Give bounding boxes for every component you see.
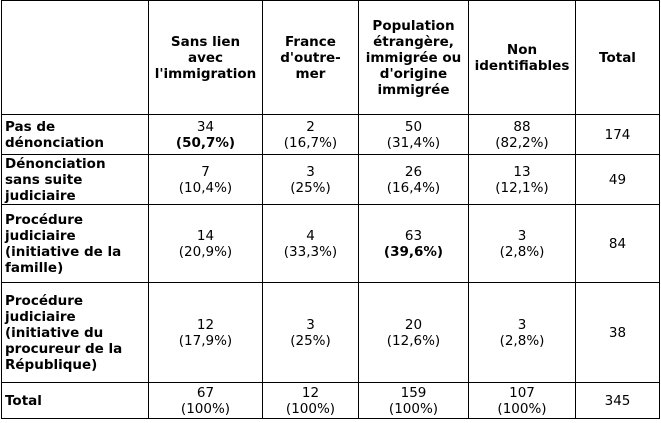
table-cell: 34 (50,7%) [148, 114, 263, 155]
table-cell: 159 (100%) [358, 382, 469, 419]
cell-percent: (33,3%) [283, 243, 338, 260]
table-cell: 3 (25%) [262, 282, 359, 383]
header-france-outre-mer: France d'outre-mer [262, 0, 359, 115]
row-label: Procédure judiciaire (initiative du proc… [1, 282, 149, 383]
header-corner [1, 0, 149, 115]
cell-percent: (82,2%) [495, 134, 549, 151]
row-total: 49 [575, 154, 660, 205]
table-cell: 3 (2,8%) [468, 282, 576, 383]
cell-count: 159 [400, 384, 427, 401]
cell-percent: (31,4%) [386, 134, 441, 151]
table-cell: 50 (31,4%) [358, 114, 469, 155]
header-total: Total [575, 0, 660, 115]
row-total: 345 [575, 382, 660, 419]
cell-count: 3 [306, 316, 315, 333]
table-cell: 20 (12,6%) [358, 282, 469, 383]
cell-percent: (2,8%) [499, 243, 545, 260]
table-cell: 63 (39,6%) [358, 204, 469, 283]
table-cell: 14 (20,9%) [148, 204, 263, 283]
cell-percent: (39,6%) [383, 243, 444, 260]
cell-count: 63 [404, 227, 423, 244]
row-label: Procédure judiciaire (initiative de la f… [1, 204, 149, 283]
table-row: Pas de dénonciation 34 (50,7%) 2 (16,7%) 5… [1, 114, 660, 155]
table-row: Procédure judiciaire (initiative du proc… [1, 282, 660, 383]
cell-count: 3 [517, 316, 527, 333]
row-total: 84 [575, 204, 660, 283]
cell-percent: (100%) [285, 400, 336, 417]
row-label: Dénonciation sans suite judiciaire [1, 154, 149, 205]
table-cell: 13 (12,1%) [468, 154, 576, 205]
row-total: 174 [575, 114, 660, 155]
cell-count: 107 [509, 384, 535, 401]
cell-percent: (100%) [180, 400, 231, 417]
cell-count: 20 [404, 316, 423, 333]
cell-count: 3 [517, 227, 527, 244]
cell-percent: (12,1%) [495, 179, 549, 196]
cell-percent: (25%) [290, 179, 331, 196]
table-cell: 3 (25%) [262, 154, 359, 205]
table-cell: 4 (33,3%) [262, 204, 359, 283]
cell-percent: (16,7%) [283, 134, 338, 151]
cell-percent: (10,4%) [178, 179, 233, 196]
table-cell: 88 (82,2%) [468, 114, 576, 155]
cell-percent: (12,6%) [386, 332, 441, 349]
row-total: 38 [575, 282, 660, 383]
cell-count: 13 [513, 163, 531, 180]
cell-percent: (16,4%) [386, 179, 441, 196]
table-cell: 12 (100%) [262, 382, 359, 419]
cell-percent: (17,9%) [178, 332, 233, 349]
table-cell: 26 (16,4%) [358, 154, 469, 205]
table-row-total: Total 67 (100%) 12 (100%) 159 (100%) 107 (10… [1, 382, 660, 419]
header-sans-lien: Sans lien avec l'immigration [148, 0, 263, 115]
cell-count: 14 [196, 227, 215, 244]
row-label: Pas de dénonciation [1, 114, 149, 155]
cell-percent: (50,7%) [175, 134, 236, 151]
header-population-etrangere: Population étrangère, immigrée ou d'orig… [358, 0, 469, 115]
cell-count: 4 [306, 227, 315, 244]
cell-count: 50 [404, 118, 423, 135]
table-cell: 2 (16,7%) [262, 114, 359, 155]
table-cell: 12 (17,9%) [148, 282, 263, 383]
table-row: Dénonciation sans suite judiciaire 7 (10,… [1, 154, 660, 205]
cell-percent: (2,8%) [499, 332, 545, 349]
cell-percent: (25%) [290, 332, 331, 349]
table-cell: 3 (2,8%) [468, 204, 576, 283]
cell-count: 88 [513, 118, 531, 135]
cell-count: 34 [196, 118, 215, 135]
header-row: Sans lien avec l'immigration France d'ou… [1, 0, 660, 115]
row-label: Total [1, 382, 149, 419]
cell-count: 2 [306, 118, 315, 135]
cell-count: 12 [301, 384, 320, 401]
cell-percent: (100%) [388, 400, 439, 417]
cell-count: 26 [404, 163, 423, 180]
cell-count: 3 [306, 163, 315, 180]
table-row: Procédure judiciaire (initiative de la f… [1, 204, 660, 283]
cell-count: 7 [201, 163, 210, 180]
header-non-identifiables: Non identifiables [468, 0, 576, 115]
table-cell: 107 (100%) [468, 382, 576, 419]
cell-percent: (20,9%) [178, 243, 233, 260]
table-cell: 7 (10,4%) [148, 154, 263, 205]
cell-percent: (100%) [497, 400, 547, 417]
cell-count: 67 [196, 384, 215, 401]
cell-count: 12 [196, 316, 215, 333]
table-cell: 67 (100%) [148, 382, 263, 419]
